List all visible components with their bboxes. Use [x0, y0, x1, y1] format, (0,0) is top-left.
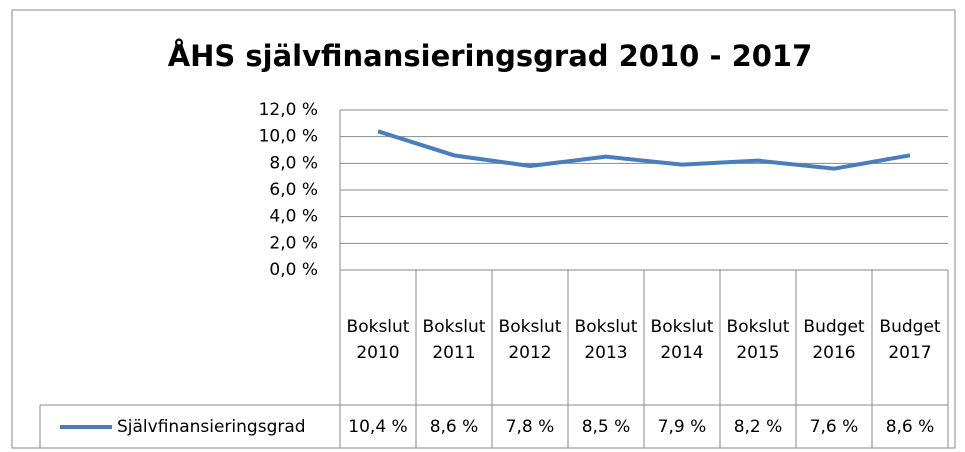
data-table-value: 8,5 %	[582, 417, 631, 437]
data-table-value: 7,9 %	[658, 417, 707, 437]
data-table-value: 8,2 %	[734, 417, 783, 437]
y-tick-label: 10,0 %	[259, 127, 318, 147]
y-tick-label: 8,0 %	[269, 153, 318, 173]
x-tick-label: Budget 2017	[879, 317, 941, 363]
x-tick-label-box: Bokslut 2010	[346, 317, 410, 363]
x-tick-label-box: Bokslut 2012	[498, 317, 562, 363]
x-tick-label-box: Bokslut 2011	[422, 317, 486, 363]
y-tick-label: 6,0 %	[269, 180, 318, 200]
x-tick-label-box: Bokslut 2014	[650, 317, 714, 363]
data-table-value: 7,6 %	[810, 417, 859, 437]
x-tick-label: Bokslut 2015	[726, 317, 790, 363]
x-tick-label: Budget 2016	[803, 317, 865, 363]
x-tick-label-box: Budget 2016	[803, 317, 865, 363]
x-tick-label: Bokslut 2011	[422, 317, 486, 363]
data-table-value: 8,6 %	[886, 417, 935, 437]
data-table-value: 10,4 %	[348, 417, 407, 437]
chart-border	[11, 9, 956, 449]
legend-label: Självfinansieringsgrad	[117, 417, 306, 437]
y-tick-label: 0,0 %	[269, 260, 318, 280]
data-table-value: 7,8 %	[506, 417, 555, 437]
x-tick-label: Bokslut 2014	[650, 317, 714, 363]
x-tick-label: Bokslut 2012	[498, 317, 562, 363]
y-tick-label: 12,0 %	[259, 100, 318, 120]
x-tick-label-box: Bokslut 2015	[726, 317, 790, 363]
y-tick-label: 2,0 %	[269, 233, 318, 253]
x-tick-label: Bokslut 2010	[346, 317, 410, 363]
x-tick-label-box: Bokslut 2013	[574, 317, 638, 363]
y-tick-label: 4,0 %	[269, 207, 318, 227]
x-tick-label-box: Budget 2017	[879, 317, 941, 363]
chart-title: ÅHS självfinansieringsgrad 2010 - 2017	[168, 39, 813, 73]
data-table-value: 8,6 %	[430, 417, 479, 437]
x-tick-label: Bokslut 2013	[574, 317, 638, 363]
line-series	[377, 129, 911, 171]
